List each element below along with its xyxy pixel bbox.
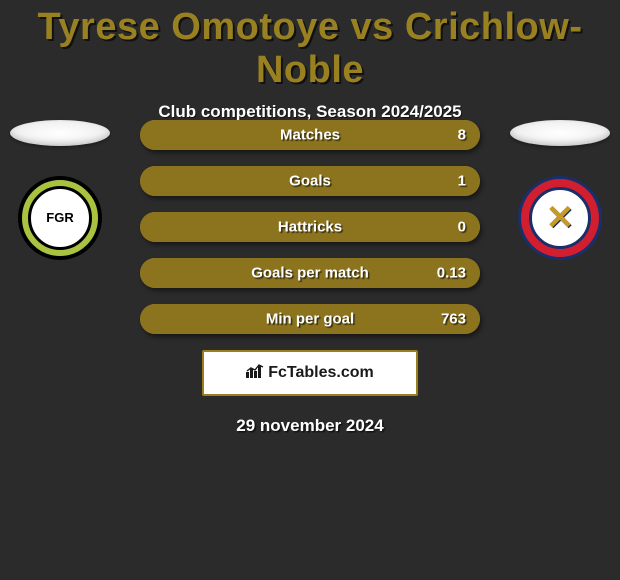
- metric-value-right: 8: [458, 127, 466, 144]
- metric-label: Goals: [289, 173, 331, 190]
- metric-label: Goals per match: [251, 265, 369, 282]
- metric-label: Hattricks: [278, 219, 342, 236]
- chart-icon: [246, 364, 264, 382]
- metric-bar: Goals per match 0.13: [140, 258, 480, 288]
- comparison-panel: Matches 8 Goals 1 Hattricks 0 Goals per …: [0, 100, 620, 436]
- metrics-list: Matches 8 Goals 1 Hattricks 0 Goals per …: [140, 100, 480, 334]
- metric-label: Min per goal: [266, 311, 354, 328]
- date-text: 29 november 2024: [0, 416, 620, 436]
- player-left-column: [5, 120, 115, 260]
- club-crest-right: [518, 176, 602, 260]
- player-left-oval: [10, 120, 110, 146]
- metric-bar: Min per goal 763: [140, 304, 480, 334]
- metric-bar: Hattricks 0: [140, 212, 480, 242]
- metric-bar: Matches 8: [140, 120, 480, 150]
- source-text: FcTables.com: [268, 364, 374, 382]
- club-crest-left: [18, 176, 102, 260]
- metric-value-right: 0.13: [437, 265, 466, 282]
- metric-label: Matches: [280, 127, 340, 144]
- player-right-column: [505, 120, 615, 260]
- metric-value-right: 1: [458, 173, 466, 190]
- metric-value-right: 0: [458, 219, 466, 236]
- metric-bar: Goals 1: [140, 166, 480, 196]
- player-right-oval: [510, 120, 610, 146]
- page-title: Tyrese Omotoye vs Crichlow-Noble: [0, 0, 620, 92]
- source-badge: FcTables.com: [202, 350, 418, 396]
- metric-value-right: 763: [441, 311, 466, 328]
